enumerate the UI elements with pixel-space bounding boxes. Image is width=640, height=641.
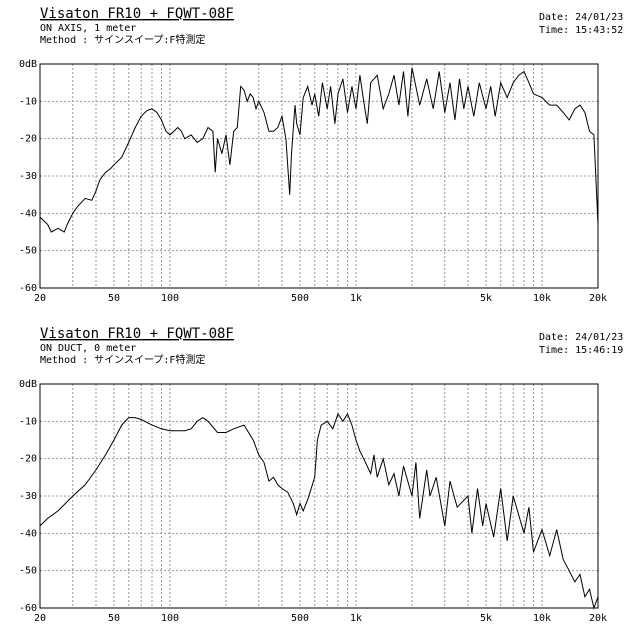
chart-title: Visaton FR10 + FQWT-08F — [40, 326, 234, 342]
x-tick-label: 1k — [350, 293, 362, 304]
x-tick-label: 50 — [108, 613, 120, 624]
y-tick-label: -20 — [19, 134, 37, 145]
y-tick-label: -10 — [19, 416, 37, 427]
y-tick-label: -40 — [19, 208, 37, 219]
annotation: ON DUCT, 0 meter — [40, 343, 136, 354]
y-tick-label: -30 — [19, 171, 37, 182]
x-tick-label: 5k — [480, 293, 492, 304]
y-tick-label: 0dB — [19, 379, 37, 390]
x-tick-label: 20 — [34, 613, 46, 624]
response-curve — [39, 67, 599, 233]
x-tick-label: 100 — [161, 293, 179, 304]
x-tick-label: 20 — [34, 293, 46, 304]
date: Date: 24/01/23 — [539, 332, 623, 343]
y-tick-label: -30 — [19, 491, 37, 502]
response-curve — [39, 412, 599, 610]
y-tick-label: -10 — [19, 96, 37, 107]
y-tick-label: -60 — [19, 283, 37, 294]
y-tick-label: -50 — [19, 246, 37, 257]
x-tick-label: 1k — [350, 613, 362, 624]
x-tick-label: 20k — [589, 613, 607, 624]
x-tick-label: 500 — [291, 613, 309, 624]
annotation: Method : サインスイープ:F特測定 — [40, 353, 205, 366]
x-tick-label: 5k — [480, 613, 492, 624]
time: Time: 15:43:52 — [539, 25, 623, 36]
x-tick-label: 100 — [161, 613, 179, 624]
x-tick-label: 50 — [108, 293, 120, 304]
x-tick-label: 500 — [291, 293, 309, 304]
y-tick-label: -60 — [19, 603, 37, 614]
x-tick-label: 10k — [533, 613, 551, 624]
chart-title: Visaton FR10 + FQWT-08F — [40, 6, 234, 22]
x-tick-label: 10k — [533, 293, 551, 304]
y-tick-label: -40 — [19, 528, 37, 539]
date: Date: 24/01/23 — [539, 12, 623, 23]
plot-frame — [39, 63, 599, 289]
y-tick-label: 0dB — [19, 59, 37, 70]
x-tick-label: 20k — [589, 293, 607, 304]
annotation: Method : サインスイープ:F特測定 — [40, 33, 205, 46]
annotation: ON AXIS, 1 meter — [40, 23, 136, 34]
plot-frame — [39, 383, 599, 609]
y-tick-label: -20 — [19, 454, 37, 465]
y-tick-label: -50 — [19, 566, 37, 577]
time: Time: 15:46:19 — [539, 345, 623, 356]
